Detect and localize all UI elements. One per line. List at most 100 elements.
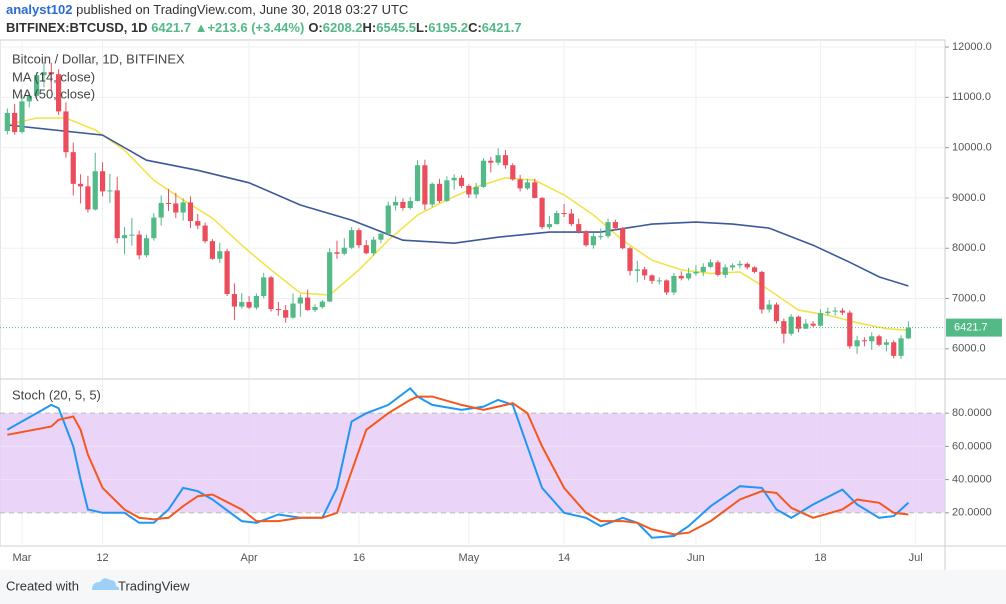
candle-body (275, 309, 281, 311)
candle-body (488, 160, 494, 163)
candle-body (209, 241, 216, 259)
ohlc-label: L: (416, 20, 428, 35)
x-tick-label: May (458, 552, 479, 564)
candle-body (832, 310, 838, 312)
candle-body (429, 183, 435, 205)
candle-body (312, 307, 318, 311)
candle-body (656, 280, 662, 282)
x-tick-label: 12 (96, 552, 108, 564)
series-line (6, 386, 910, 539)
header-line-1: analyst102 published on TradingView.com,… (6, 2, 408, 17)
candle-body (165, 202, 172, 204)
header-line-2: BITFINEX:BTCUSD, 1D 6421.7 ▲+213.6 (+3.4… (6, 20, 522, 35)
chart-title: Stoch (20, 5, 5) (12, 387, 101, 402)
candle-body (363, 245, 369, 254)
candle-body (85, 186, 91, 210)
candle-body (414, 165, 421, 201)
footer-brand[interactable]: TradingView (118, 578, 190, 593)
footer-text: Created with (6, 578, 79, 593)
candle-body (444, 180, 450, 201)
candle-body (715, 262, 721, 275)
legend-entry: MA (50, close) (12, 86, 95, 101)
candle-body (737, 263, 743, 266)
candle-body (319, 301, 325, 308)
candle-body (466, 185, 472, 195)
y-tick-label: 40.0000 (952, 474, 992, 486)
ohlc-value: 6208.2 (323, 20, 363, 35)
candle-body (693, 271, 699, 274)
y-tick-label: 8000.0 (952, 242, 986, 254)
chart-title: Bitcoin / Dollar, 1D, BITFINEX (12, 51, 185, 66)
candle-body (253, 296, 259, 308)
candle-body (876, 336, 882, 345)
candle-body (671, 275, 677, 293)
candle-body (407, 200, 413, 208)
candle-body (729, 265, 736, 268)
candle-body (12, 112, 18, 133)
candle-body (327, 252, 333, 302)
candle-body (290, 303, 296, 318)
candle-body (77, 183, 84, 187)
candle-body (356, 230, 362, 246)
candle-body (458, 177, 465, 186)
candle-body (590, 236, 596, 246)
candle-body (707, 262, 714, 267)
candle-body (400, 201, 406, 208)
candle-body (678, 275, 684, 279)
candle-body (532, 182, 538, 198)
candle-body (202, 225, 208, 242)
stoch-band (0, 413, 945, 513)
candle-body (385, 205, 391, 234)
candle-body (634, 269, 640, 271)
candle-body (495, 155, 501, 163)
candle-body (905, 327, 911, 339)
candle-body (422, 165, 428, 205)
symbol: BITFINEX:BTCUSD, 1D (6, 20, 148, 35)
x-tick-label: 16 (353, 552, 365, 564)
candle-body (371, 239, 377, 254)
series-line (7, 124, 909, 287)
candle-body (788, 316, 794, 334)
candle-body (883, 342, 889, 345)
candle-body (847, 312, 853, 347)
candle-body (246, 302, 252, 308)
candle-body (810, 323, 816, 326)
x-tick-label: Apr (241, 552, 258, 564)
candle-body (766, 304, 772, 310)
ohlc-value: 6195.2 (428, 20, 468, 35)
candle-body (129, 234, 135, 236)
last: 6421.7 (151, 20, 191, 35)
ohlc-label: C: (468, 20, 482, 35)
ohlc-value: 6421.7 (482, 20, 522, 35)
candle-body (620, 228, 626, 249)
candle-body (231, 294, 238, 307)
logo (92, 578, 120, 590)
candle-body (195, 221, 201, 226)
y-tick-label: 12000.0 (952, 41, 992, 53)
candle-body (561, 213, 567, 215)
x-tick-label: Jun (687, 552, 705, 564)
y-tick-label: 7000.0 (952, 292, 986, 304)
published: published on TradingView.com, June 30, 2… (76, 2, 408, 17)
candle-body (34, 75, 40, 96)
candle-body (576, 224, 582, 232)
candle-body (158, 202, 164, 218)
candle-body (861, 340, 868, 342)
candle-body (305, 297, 311, 311)
candle-body (612, 222, 618, 229)
ohlc-label: H: (363, 20, 377, 35)
candle-body (803, 323, 809, 329)
candle-body (341, 247, 347, 254)
x-tick-label: Jul (909, 552, 923, 564)
candle-body (598, 236, 604, 238)
candle-body (686, 273, 692, 279)
candle-body (297, 297, 303, 304)
candle-body (451, 177, 457, 181)
candle-body (349, 230, 355, 248)
author[interactable]: analyst102 (6, 2, 73, 17)
candle-body (795, 316, 802, 329)
candle-body (334, 252, 340, 254)
candle-body (268, 277, 274, 310)
